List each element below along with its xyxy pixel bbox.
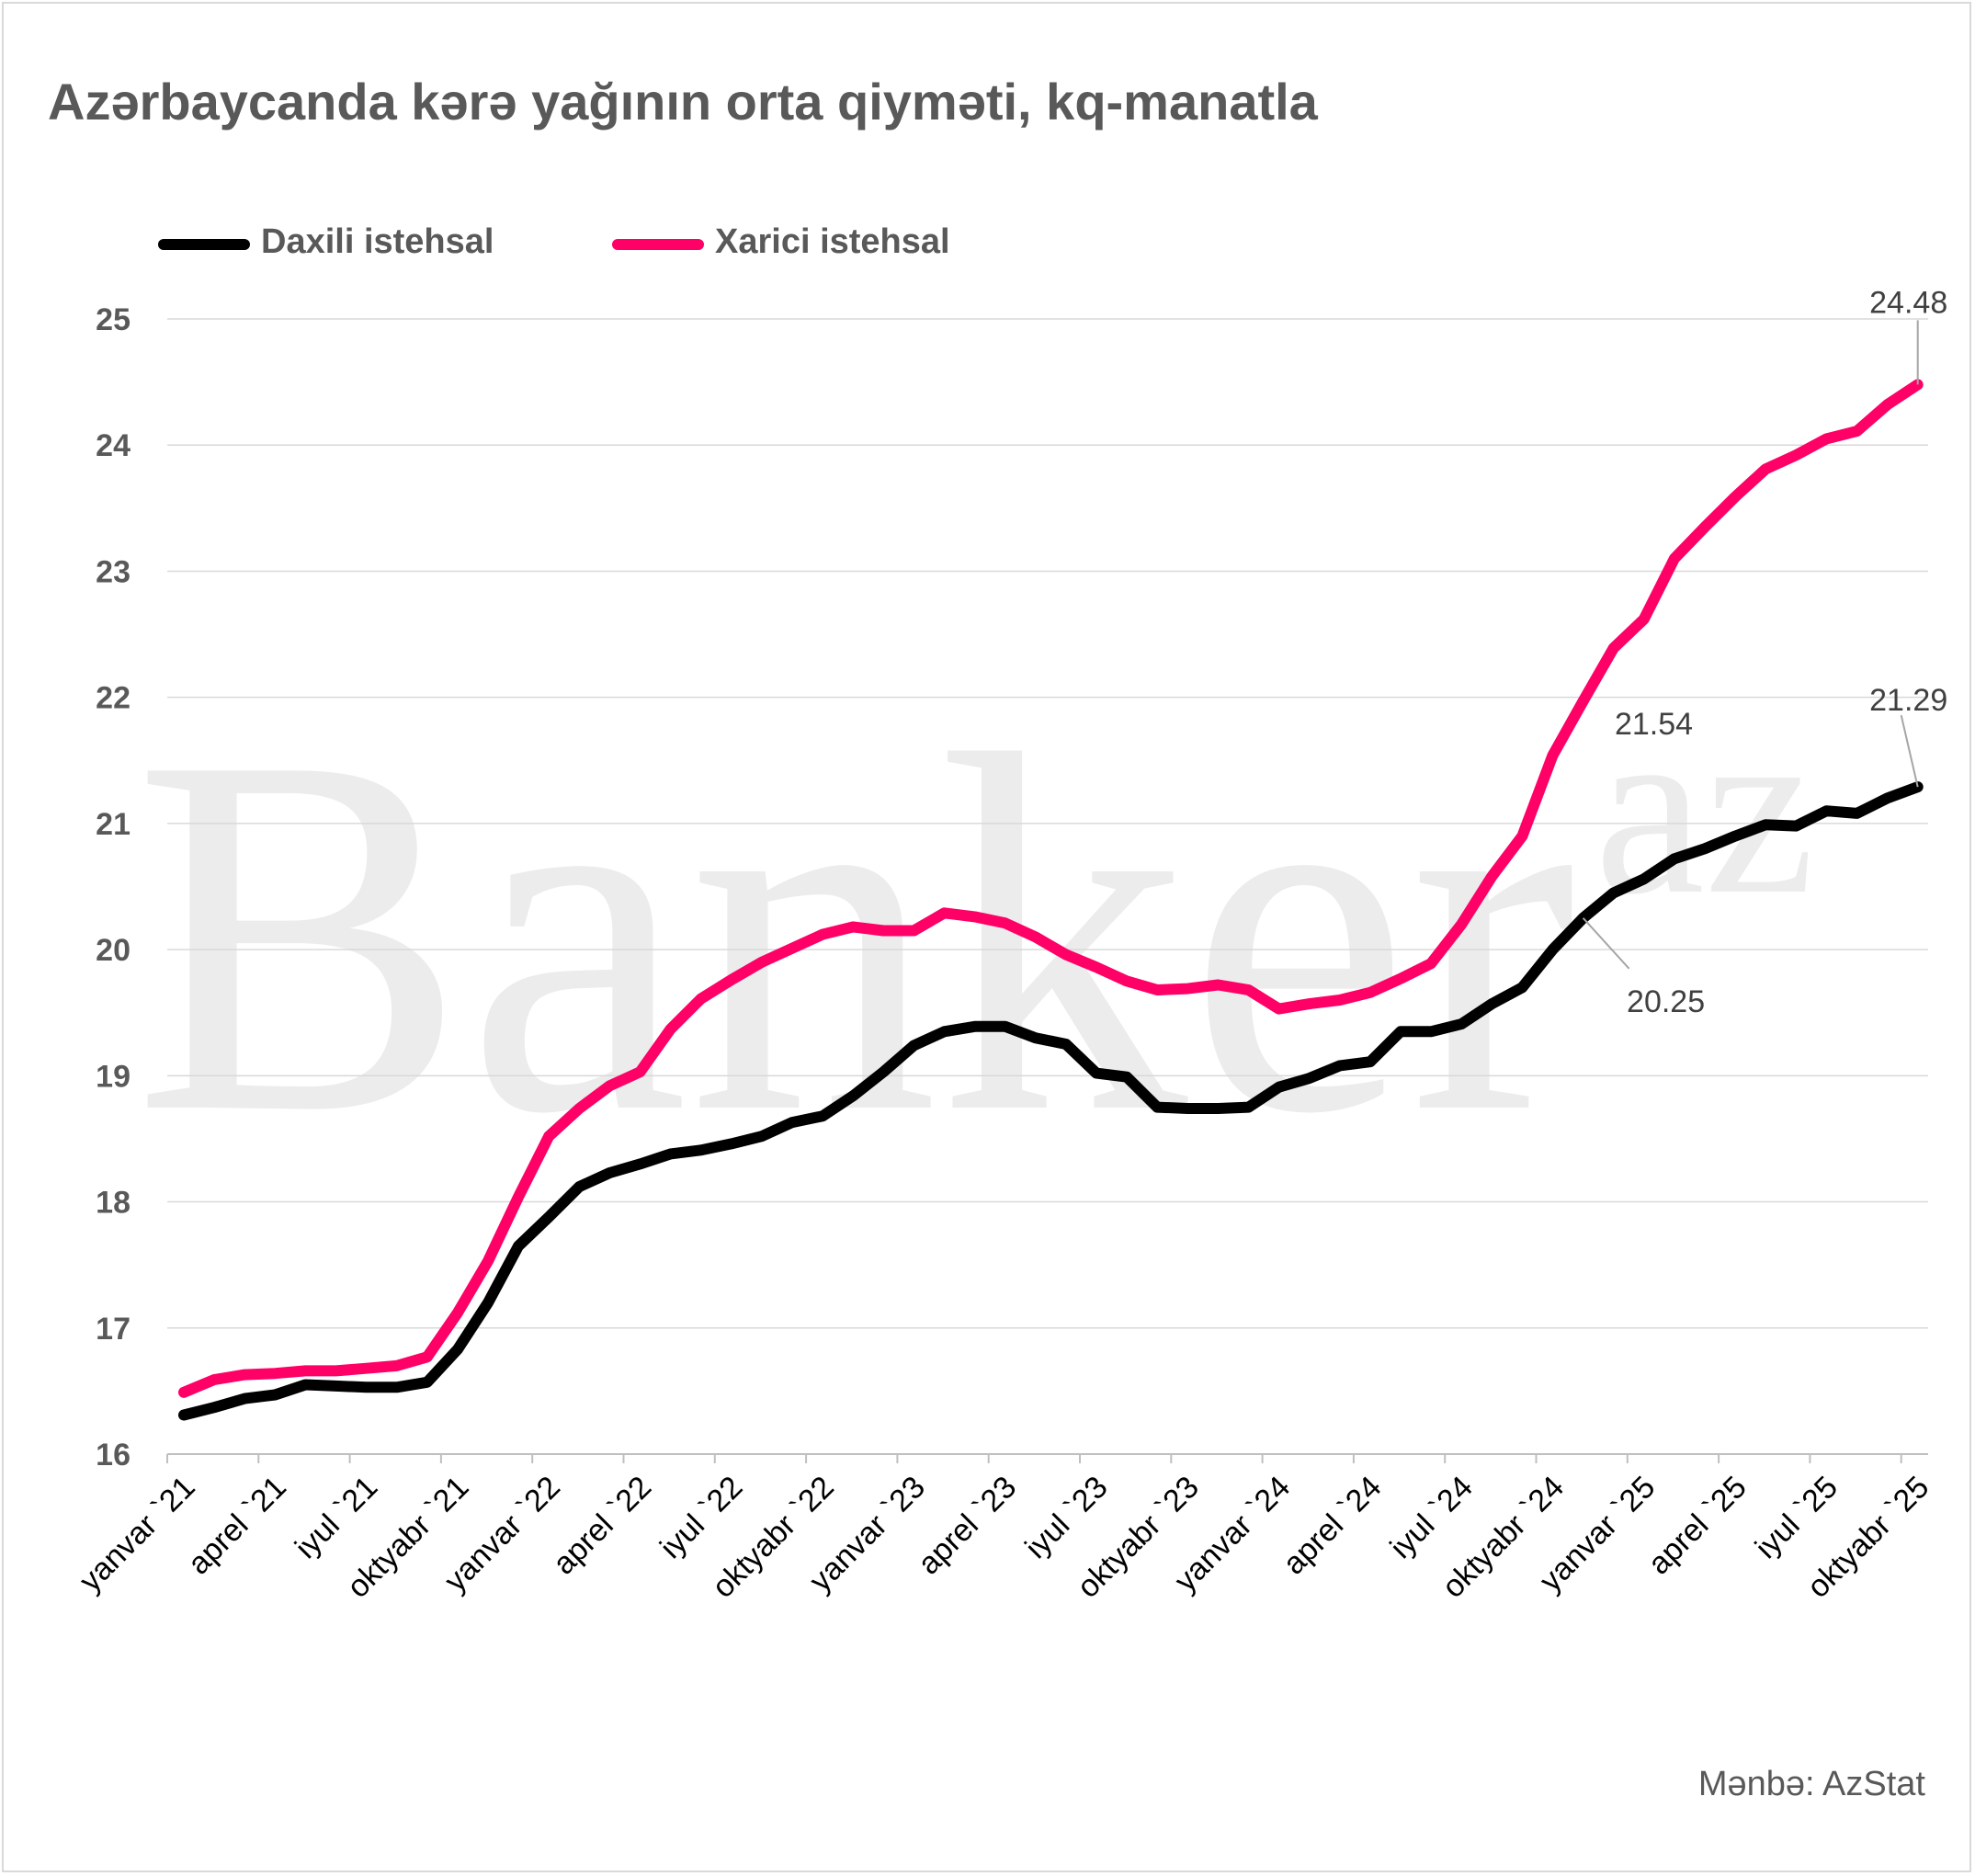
leader-line: [1900, 714, 1919, 788]
x-tick-label: aprel `22: [546, 1470, 658, 1582]
y-tick-label-24: 24: [96, 428, 131, 463]
x-tick-label: aprel `21: [181, 1470, 293, 1582]
watermark: Banker az: [133, 650, 1815, 1220]
y-tick-label-21: 21: [96, 807, 131, 842]
data-label: 21.54: [1615, 707, 1693, 742]
legend-label-domestic: Daxili istehsal: [261, 222, 494, 261]
y-tick-label-17: 17: [96, 1312, 131, 1347]
series-lines: [178, 379, 1924, 1421]
y-tick-label-20: 20: [96, 933, 131, 968]
y-tick-label-16: 16: [96, 1438, 131, 1472]
series-line-domestic: [178, 781, 1924, 1421]
x-tick-label: aprel `25: [1641, 1470, 1754, 1582]
leader-line: [1582, 917, 1630, 970]
legend-swatch-domestic: [158, 239, 250, 250]
y-axis-ticks: 16 17 18 19 20 21 22 23 24 25: [96, 302, 131, 1472]
chart-title: Azərbaycanda kərə yağının orta qiyməti, …: [48, 73, 1318, 131]
y-tick-label-25: 25: [96, 302, 131, 337]
data-label: 20.25: [1627, 984, 1705, 1019]
legend-label-foreign: Xarici istehsal: [715, 222, 950, 261]
data-label: 21.29: [1869, 683, 1947, 718]
source-note: Mənbə: AzStat: [1697, 1765, 1925, 1803]
watermark-suffix: az: [1595, 671, 1815, 946]
legend-swatch-foreign: [612, 239, 704, 250]
y-tick-label-18: 18: [96, 1186, 131, 1221]
data-labels: 24.48 21.29 21.54 20.25: [1582, 285, 1947, 1019]
y-tick-label-19: 19: [96, 1059, 131, 1094]
x-tick-label: aprel `24: [1277, 1470, 1389, 1582]
series-line-foreign: [178, 379, 1924, 1398]
x-tick-label: yanvar `21: [73, 1470, 201, 1598]
y-tick-label-23: 23: [96, 554, 131, 589]
x-tick-label: aprel `23: [912, 1470, 1024, 1582]
y-tick-label-22: 22: [96, 681, 131, 716]
watermark-main: Banker: [133, 650, 1576, 1220]
data-label: 24.48: [1869, 285, 1947, 320]
